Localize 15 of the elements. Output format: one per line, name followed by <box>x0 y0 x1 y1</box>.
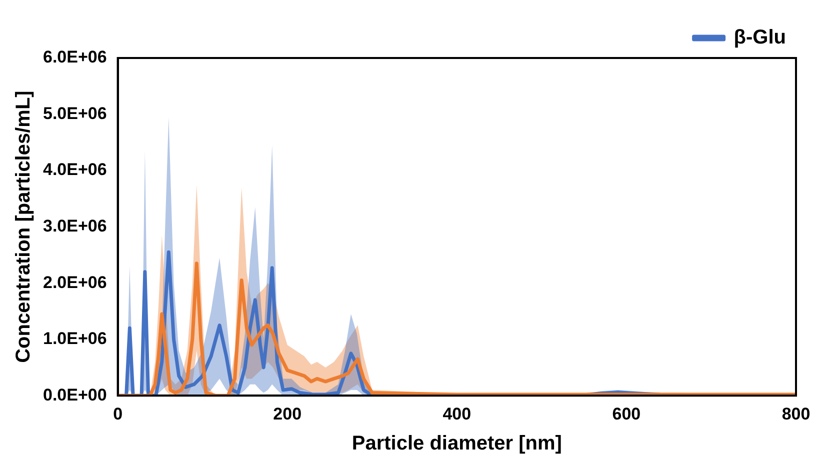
x-tick-label: 400 <box>442 404 472 424</box>
x-tick-label: 600 <box>612 404 641 424</box>
y-axis-title: Concentration [particles/mL] <box>12 90 35 363</box>
x-axis-title: Particle diameter [nm] <box>352 432 562 455</box>
y-tick-label: 4.0E+06 <box>42 160 107 180</box>
y-tick-label: 3.0E+06 <box>42 216 107 236</box>
x-tick-label: 200 <box>273 404 302 424</box>
legend-label: β-Glu <box>734 26 786 49</box>
y-tick-label: 1.0E+06 <box>42 329 107 348</box>
x-tick-label: 800 <box>782 404 810 424</box>
y-tick-label: 0.0E+00 <box>42 385 107 404</box>
y-tick-label: 2.0E+06 <box>42 272 107 292</box>
y-tick-label: 5.0E+06 <box>42 104 107 123</box>
x-tick-label: 0 <box>113 404 123 424</box>
y-tick-label: 6.0E+06 <box>42 48 107 67</box>
